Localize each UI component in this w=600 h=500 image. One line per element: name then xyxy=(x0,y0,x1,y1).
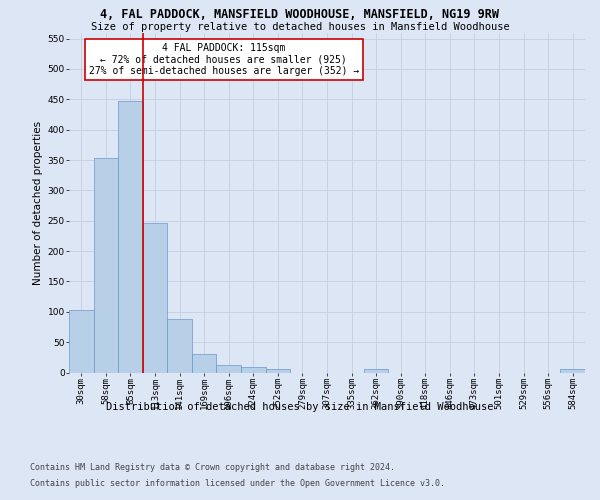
Bar xyxy=(118,101,143,372)
Text: 4 FAL PADDOCK: 115sqm
← 72% of detached houses are smaller (925)
27% of semi-det: 4 FAL PADDOCK: 115sqm ← 72% of detached … xyxy=(89,42,359,76)
Bar xyxy=(364,370,388,372)
Bar xyxy=(266,370,290,372)
Text: Distribution of detached houses by size in Mansfield Woodhouse: Distribution of detached houses by size … xyxy=(106,402,494,412)
Y-axis label: Number of detached properties: Number of detached properties xyxy=(34,120,43,284)
Text: Size of property relative to detached houses in Mansfield Woodhouse: Size of property relative to detached ho… xyxy=(91,22,509,32)
Text: Contains HM Land Registry data © Crown copyright and database right 2024.: Contains HM Land Registry data © Crown c… xyxy=(30,464,395,472)
Text: Contains public sector information licensed under the Open Government Licence v3: Contains public sector information licen… xyxy=(30,478,445,488)
Bar xyxy=(94,158,118,372)
Bar xyxy=(217,364,241,372)
Text: 4, FAL PADDOCK, MANSFIELD WOODHOUSE, MANSFIELD, NG19 9RW: 4, FAL PADDOCK, MANSFIELD WOODHOUSE, MAN… xyxy=(101,8,499,21)
Bar xyxy=(241,367,266,372)
Bar xyxy=(69,310,94,372)
Bar xyxy=(143,223,167,372)
Bar xyxy=(560,370,585,372)
Bar xyxy=(192,354,217,372)
Bar xyxy=(167,319,192,372)
